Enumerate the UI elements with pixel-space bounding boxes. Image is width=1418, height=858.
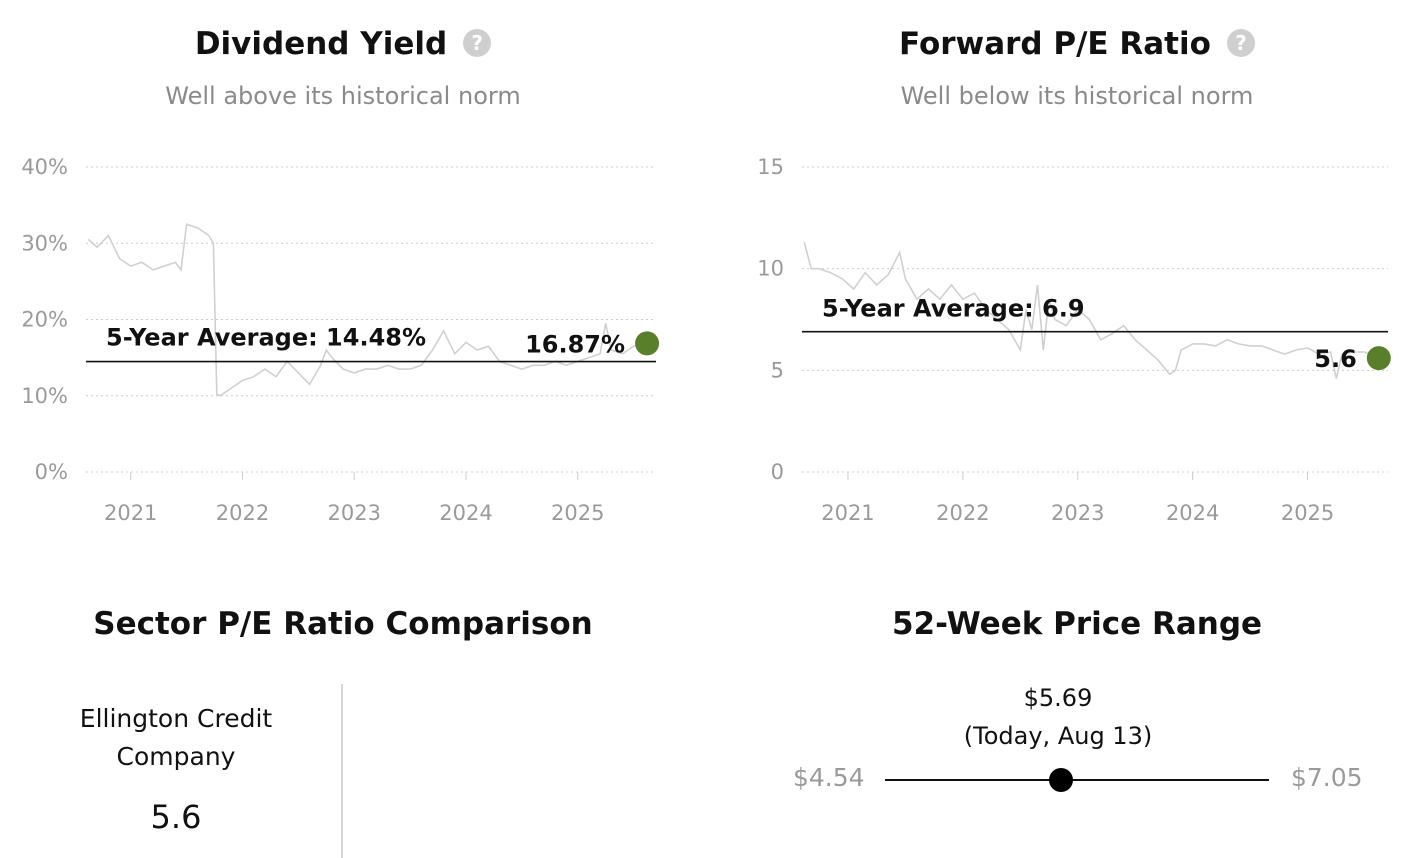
question-circle-icon[interactable]: ? [463, 28, 492, 57]
range-track [885, 779, 1269, 781]
range-low: $4.54 [793, 763, 865, 792]
x-tick-label: 2024 [1166, 501, 1219, 525]
y-tick-label: 0 [771, 460, 784, 484]
y-tick-label: 0% [35, 460, 68, 484]
y-tick-label: 30% [21, 231, 68, 255]
y-tick-label: 10% [21, 384, 68, 408]
current-value-marker[interactable] [1366, 346, 1391, 371]
x-tick-label: 2022 [216, 501, 269, 525]
range-high: $7.05 [1291, 763, 1363, 792]
dividend-yield-title-text: Dividend Yield [194, 26, 448, 62]
current-value-marker[interactable] [635, 331, 660, 356]
y-tick-label: 40% [21, 155, 68, 179]
dividend-yield-subtitle: Well above its historical norm [165, 82, 521, 110]
sector-company-name: Ellington Credit Company [79, 704, 273, 771]
current-value-label: 16.87% [525, 330, 625, 358]
y-tick-label: 20% [21, 308, 68, 332]
forward-pe-subtitle: Well below its historical norm [900, 82, 1254, 110]
x-tick-label: 2025 [1281, 501, 1334, 525]
current-value-label: 5.6 [1314, 345, 1357, 373]
question-circle-icon[interactable]: ? [1226, 28, 1255, 57]
x-tick-label: 2021 [104, 501, 157, 525]
sector-divider [341, 684, 343, 858]
range-current-marker[interactable] [1048, 768, 1073, 792]
current-price-date: (Today, Aug 13) [963, 722, 1153, 750]
y-tick-label: 10 [757, 257, 784, 281]
x-tick-label: 2021 [821, 501, 874, 525]
x-tick-label: 2024 [439, 501, 492, 525]
sector-company-value: 5.6 [150, 798, 202, 836]
x-tick-label: 2023 [328, 501, 381, 525]
average-label: 5-Year Average: 14.48% [106, 324, 426, 352]
price-range-title: 52-Week Price Range [891, 606, 1263, 642]
y-tick-label: 15 [757, 155, 784, 179]
y-tick-label: 5 [771, 358, 784, 382]
x-tick-label: 2022 [936, 501, 989, 525]
current-price: $5.69 [1023, 684, 1093, 712]
x-tick-label: 2025 [551, 501, 604, 525]
dividend-yield-title: Dividend Yield? [100, 26, 586, 62]
forward-pe-title: Forward P/E Ratio? [830, 26, 1324, 62]
sector-pe-title: Sector P/E Ratio Comparison [93, 606, 593, 642]
average-label: 5-Year Average: 6.9 [822, 295, 1085, 323]
x-tick-label: 2023 [1051, 501, 1104, 525]
series-line [803, 241, 1377, 379]
forward-pe-title-text: Forward P/E Ratio [899, 26, 1211, 62]
